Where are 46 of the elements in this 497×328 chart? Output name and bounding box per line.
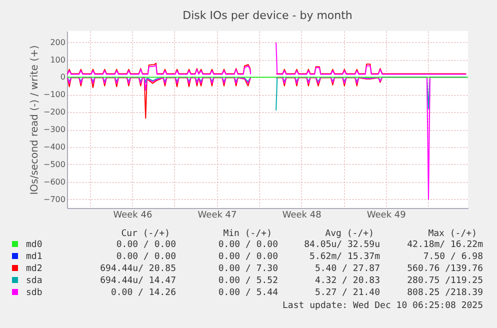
text: 5.62m/ 15.37m [310, 252, 380, 262]
text: 694.44u/ 14.47 [100, 276, 176, 286]
legend-label: sda [26, 276, 42, 286]
y-tick-label: −500 [44, 160, 66, 169]
y-tick-label: −200 [44, 108, 66, 117]
text: 0.00 / 14.26 [110, 288, 176, 298]
x-tick-label: Week 49 [366, 210, 406, 220]
y-axis-title: IOs/second read (-) / write (+) [30, 45, 41, 195]
text: 5.40 / 27.87 [314, 264, 380, 274]
text: 84.05u/ 32.59u [304, 240, 380, 250]
text: 4.32 / 20.83 [314, 276, 380, 286]
text: Cur (-/+) [121, 229, 170, 239]
text: Last update: Wed Dec 10 06:25:08 2025 [282, 301, 483, 311]
text: 0.00 / 0.00 [116, 240, 176, 250]
x-tick-label: Week 48 [282, 210, 322, 220]
legend-label: sdb [26, 288, 42, 298]
text: 7.50 / 6.98 [423, 252, 483, 262]
y-tick-label: −700 [44, 194, 66, 204]
legend-label: md2 [26, 264, 42, 274]
text: 0.00 / 7.30 [218, 264, 278, 274]
text: 694.44u/ 20.85 [100, 264, 176, 274]
text: Max (-/+) [428, 229, 477, 239]
text: 280.75 /119.25 [407, 276, 483, 286]
chart-title: Disk IOs per device - by month [182, 9, 352, 22]
text: Min (-/+) [223, 229, 272, 239]
text: 0.00 / 5.44 [218, 288, 278, 298]
x-tick-label: Week 47 [198, 210, 237, 220]
text: Avg (-/+) [325, 229, 374, 239]
text: 808.25 /218.39 [407, 288, 483, 298]
legend-label: md0 [26, 240, 42, 250]
y-tick-label: −600 [44, 177, 66, 186]
y-tick-label: −300 [44, 125, 66, 134]
legend-label: md1 [26, 252, 42, 262]
x-tick-label: Week 46 [113, 210, 152, 220]
text: 0.00 / 0.00 [218, 252, 278, 262]
y-tick-label: 0 [60, 72, 66, 82]
text: 0.00 / 5.52 [218, 276, 278, 286]
text: 5.27 / 21.40 [314, 288, 380, 298]
y-tick-label: 100 [50, 55, 66, 64]
text: 560.76 /139.76 [407, 264, 483, 274]
text: 0.00 / 0.00 [218, 240, 278, 250]
y-tick-label: −100 [44, 90, 66, 100]
text: 0.00 / 0.00 [116, 252, 176, 262]
y-tick-label: −400 [44, 142, 66, 152]
text: 42.18m/ 16.22m [407, 240, 483, 250]
y-tick-label: 200 [50, 38, 66, 47]
